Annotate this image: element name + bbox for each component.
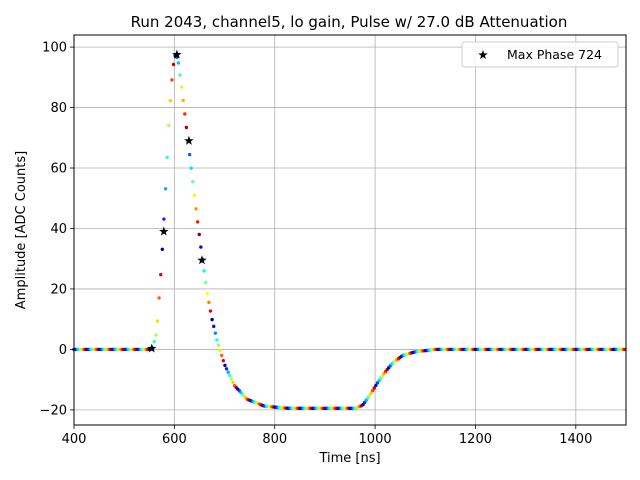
x-tick-label: 1400 — [559, 432, 592, 447]
sample-point — [183, 112, 187, 116]
sample-point — [229, 377, 234, 381]
sample-point — [228, 373, 232, 378]
sample-point — [197, 232, 201, 237]
sample-point — [195, 220, 200, 224]
sample-point — [194, 207, 198, 211]
max-phase-star — [172, 49, 182, 59]
sample-point — [155, 319, 160, 323]
y-tick-label: 20 — [50, 282, 67, 297]
y-tick-label: 0 — [59, 343, 67, 358]
legend: Max Phase 724 — [461, 41, 619, 68]
sample-point — [367, 393, 372, 398]
y-tick-label: 80 — [50, 101, 67, 116]
sample-point — [170, 78, 174, 82]
sample-point — [220, 353, 224, 358]
sample-point — [369, 391, 373, 395]
sample-point — [181, 98, 185, 103]
y-tick-label: 40 — [50, 222, 67, 237]
sample-point — [189, 166, 193, 170]
sample-point — [157, 296, 161, 300]
sample-point — [192, 193, 197, 197]
sample-point — [191, 179, 195, 184]
sample-point — [218, 348, 222, 353]
sample-point — [203, 280, 208, 285]
sample-point — [221, 358, 226, 363]
sample-point — [179, 85, 184, 89]
sample-point — [171, 62, 176, 67]
x-axis-label: Time [ns] — [318, 451, 380, 466]
grid-lines — [73, 35, 626, 425]
max-phase-star — [147, 343, 157, 353]
sample-point — [178, 73, 182, 77]
sample-point — [165, 155, 169, 160]
max-phase-star — [197, 255, 207, 265]
sample-point — [202, 269, 206, 273]
x-tick-label: 1000 — [359, 432, 392, 447]
sample-point — [163, 187, 168, 191]
sample-point — [199, 245, 203, 249]
sample-point — [176, 61, 181, 65]
chart-title: Run 2043, channel5, lo gain, Pulse w/ 27… — [131, 13, 568, 31]
max-phase-series — [147, 49, 207, 353]
y-tick-label: 100 — [42, 41, 67, 56]
sample-point — [167, 123, 171, 128]
pulse-samples — [72, 54, 627, 411]
sample-point — [370, 388, 375, 393]
x-tick-label: 400 — [62, 432, 87, 447]
legend-star-marker — [478, 50, 488, 60]
sample-point — [374, 383, 378, 388]
y-axis-label: Amplitude [ADC Counts] — [14, 151, 29, 309]
sample-point — [215, 338, 219, 342]
legend-star-icon — [478, 50, 488, 60]
sample-point — [372, 386, 376, 390]
sample-point — [205, 291, 209, 296]
sample-point — [152, 339, 156, 344]
x-axis-ticks: 400 600 800 1000 1200 1400 — [62, 425, 592, 447]
max-phase-star — [184, 135, 194, 145]
sample-point — [216, 343, 221, 347]
sample-point — [159, 272, 163, 277]
sample-point — [168, 98, 173, 103]
sample-point — [187, 152, 192, 157]
y-tick-label: 60 — [50, 162, 67, 177]
sample-point — [212, 324, 216, 329]
sample-point — [224, 367, 229, 371]
sample-point — [226, 370, 230, 374]
x-tick-label: 1200 — [459, 432, 492, 447]
sample-point — [184, 125, 189, 130]
legend-box — [461, 41, 619, 68]
max-phase-star — [159, 226, 169, 236]
legend-label: Max Phase 724 — [507, 47, 602, 62]
sample-point — [231, 380, 235, 385]
sample-point — [223, 363, 227, 368]
sample-point — [154, 333, 158, 337]
y-axis-ticks: −20 0 20 40 60 80 100 — [40, 41, 74, 418]
sample-point — [213, 331, 218, 335]
sample-point — [207, 300, 211, 305]
sample-point — [208, 309, 213, 313]
x-tick-label: 800 — [262, 432, 287, 447]
sample-point — [162, 217, 166, 221]
sample-point — [210, 317, 214, 322]
sample-point — [160, 247, 165, 251]
plot-frame — [73, 34, 627, 426]
x-tick-label: 600 — [162, 432, 187, 447]
y-tick-label: −20 — [40, 403, 67, 418]
